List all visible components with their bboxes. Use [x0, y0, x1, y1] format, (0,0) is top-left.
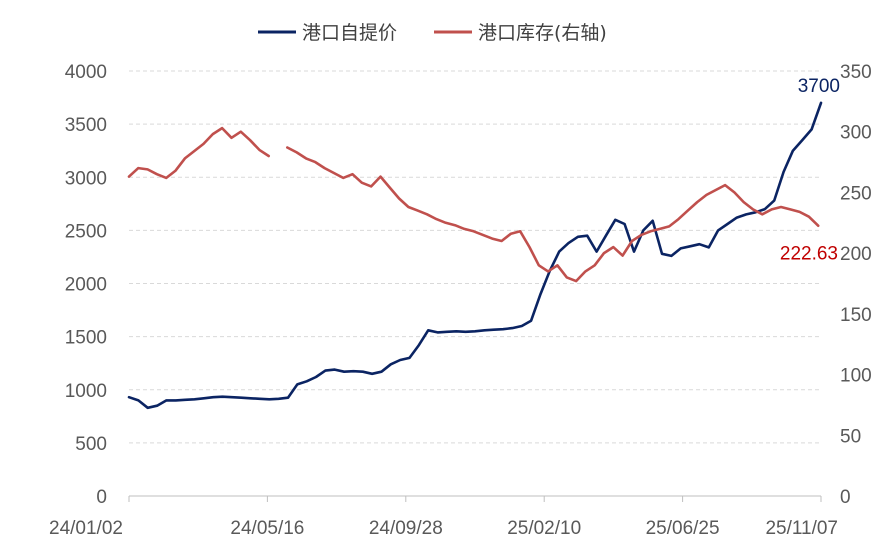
- annotation-price-last: 3700: [798, 76, 840, 97]
- series-layer: [127, 101, 823, 410]
- left-tick-label: 500: [75, 434, 107, 455]
- right-tick-label: 350: [840, 62, 872, 83]
- left-tick-label: 2500: [65, 221, 107, 242]
- left-tick-label: 3000: [65, 168, 107, 189]
- left-tick-label: 3500: [65, 115, 107, 136]
- left-tick-label: 2000: [65, 275, 107, 296]
- right-axis-ticks: 0 50 100 150 200 250 300 350: [840, 62, 872, 508]
- series-line-inventory: [127, 126, 820, 283]
- x-tick-label: 24/09/28: [369, 518, 443, 539]
- left-tick-label: 1000: [65, 381, 107, 402]
- annotations: 3700 222.63: [780, 76, 840, 265]
- x-axis-ticks: 24/01/02 24/05/16 24/09/28 25/02/10 25/06/25…: [49, 496, 838, 539]
- annotation-inventory-last: 222.63: [780, 244, 838, 265]
- right-tick-label: 300: [840, 123, 872, 144]
- right-tick-label: 50: [840, 426, 861, 447]
- x-tick-label: 25/06/25: [646, 518, 720, 539]
- right-tick-label: 150: [840, 305, 872, 326]
- left-tick-label: 0: [96, 487, 107, 508]
- left-axis-ticks: 0 500 1000 1500 2000 2500 3000 3500 4000: [65, 62, 107, 508]
- series-line-price: [127, 101, 823, 410]
- legend-label-inventory: 港口库存(右轴): [478, 22, 607, 44]
- legend-label-price: 港口自提价: [302, 22, 397, 44]
- right-tick-label: 250: [840, 183, 872, 204]
- x-tick-label: 25/02/10: [507, 518, 581, 539]
- left-tick-label: 1500: [65, 328, 107, 349]
- legend: 港口自提价 港口库存(右轴): [258, 22, 607, 44]
- right-tick-label: 100: [840, 366, 872, 387]
- x-tick-label: 24/01/02: [49, 518, 123, 539]
- left-tick-label: 4000: [65, 62, 107, 83]
- right-tick-label: 200: [840, 244, 872, 265]
- x-tick-label: 24/05/16: [230, 518, 304, 539]
- right-tick-label: 0: [840, 487, 851, 508]
- x-tick-label: 25/11/07: [765, 518, 838, 539]
- gridlines: [129, 70, 821, 444]
